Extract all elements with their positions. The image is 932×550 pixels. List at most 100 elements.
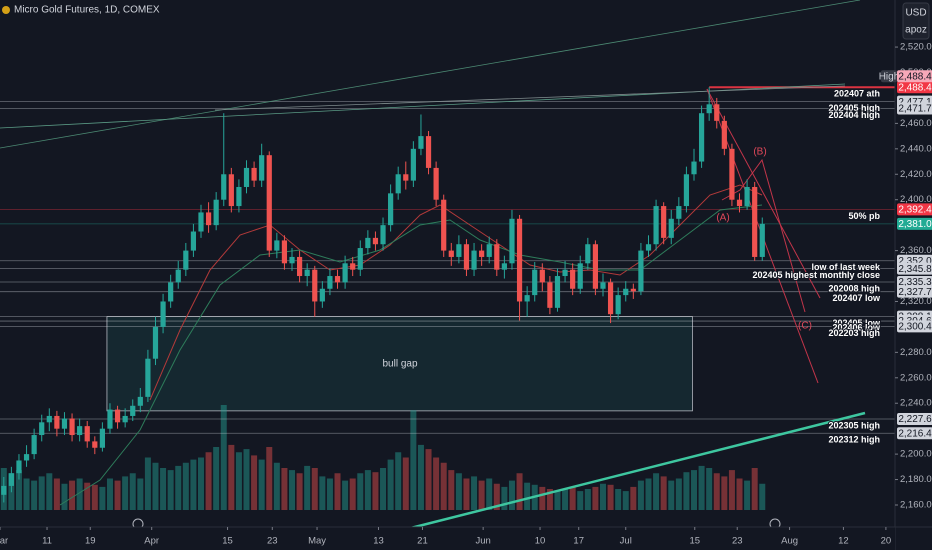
volume-bar: [706, 468, 713, 510]
candle-body: [145, 358, 151, 397]
price-tag: [897, 203, 932, 216]
volume-bar: [380, 468, 387, 510]
level-note: low of last week: [811, 262, 881, 272]
candle-body: [729, 148, 735, 200]
price-tag: [897, 285, 932, 298]
price-tag: [897, 217, 932, 230]
volume-bar: [728, 470, 735, 510]
volume-bar: [228, 444, 235, 510]
candle-body: [736, 199, 743, 207]
volume-bar: [592, 486, 599, 510]
level-note: 202405 highest monthly close: [752, 270, 880, 280]
volume-bar: [448, 470, 455, 510]
level-note: 202405 high: [828, 103, 880, 113]
price-tag-label: 2,216.4: [898, 428, 932, 439]
volume-bar: [167, 470, 174, 510]
price-tag: [897, 276, 932, 289]
candle-body: [190, 231, 197, 251]
volume-bar: [562, 489, 569, 510]
candle-body: [395, 174, 401, 194]
volume-bar: [660, 476, 667, 510]
volume-bar: [91, 484, 98, 510]
volume-bar: [326, 478, 333, 510]
volume-bar: [53, 478, 60, 510]
volume-bar: [160, 468, 167, 510]
level-note: 202406 low: [832, 322, 881, 332]
zone-label: bull gap: [382, 359, 417, 370]
candle-body: [130, 405, 136, 416]
time-axis: [0, 527, 895, 550]
level-note: 202405 low: [832, 318, 881, 328]
volume-bar: [342, 480, 349, 510]
candle-body: [122, 415, 128, 423]
candle-body: [319, 288, 325, 302]
candle-body: [691, 161, 697, 175]
volume-bar: [524, 482, 531, 510]
candle-body: [107, 409, 113, 429]
candle-body: [342, 263, 348, 283]
x-tick-label: 13: [373, 536, 384, 547]
volume-bar: [463, 478, 470, 510]
y-tick-label: 2,460.0: [900, 118, 932, 129]
level-note: 202008 high: [828, 283, 880, 293]
volume-bar: [69, 480, 76, 510]
candle-body: [456, 244, 462, 257]
volume-bar: [243, 449, 250, 510]
volume-bar: [205, 452, 212, 510]
trend-line: [214, 85, 846, 111]
price-tag: [897, 427, 932, 440]
price-tag-label: 2,392.4: [898, 205, 932, 216]
volume-bar: [31, 480, 38, 510]
candle-body: [600, 282, 606, 289]
price-tag-label: 2,488.4: [898, 82, 932, 93]
candle-body: [99, 428, 105, 448]
volume-bar: [759, 483, 766, 510]
candle-body: [441, 199, 447, 251]
candle-body: [114, 409, 121, 423]
volume-bar: [289, 470, 296, 510]
plot: [0, 86, 895, 510]
volume-bar: [61, 483, 68, 510]
candle-body: [365, 237, 371, 249]
volume-bar: [615, 489, 622, 510]
volume-bar: [235, 452, 242, 510]
candle-body: [615, 295, 621, 315]
volume-bar: [220, 405, 227, 510]
volume-bar: [653, 473, 660, 510]
candle-body: [570, 269, 576, 289]
candle-body: [152, 326, 159, 359]
candle-body: [607, 282, 614, 315]
symbol-icon: [2, 6, 10, 14]
volume-bar: [622, 491, 629, 510]
volume-bar: [15, 470, 22, 510]
volume-bar: [577, 491, 584, 510]
candle-body: [350, 263, 356, 270]
x-tick-label: 19: [85, 536, 96, 547]
price-tag-label: 2,477.1: [898, 97, 932, 108]
volume-bar: [440, 462, 447, 510]
volume-bar: [213, 447, 220, 510]
volume-bar: [721, 476, 728, 510]
volume-bar: [182, 462, 189, 510]
y-tick-label: 2,440.0: [900, 143, 932, 154]
candle-body: [16, 460, 22, 474]
volume-bar: [152, 462, 159, 510]
x-tick-label: 23: [267, 536, 278, 547]
y-tick-label: 2,160.0: [900, 500, 932, 511]
volume-bar: [190, 459, 197, 510]
volume-bar: [713, 473, 720, 510]
volume-bar: [197, 457, 204, 510]
currency-sub: apoz: [905, 25, 927, 36]
volume-bar: [433, 457, 440, 510]
candle-body: [623, 288, 629, 296]
currency-box[interactable]: [902, 2, 930, 40]
candle-body: [1, 485, 7, 495]
candle-body: [471, 250, 477, 270]
volume-bar: [744, 480, 751, 510]
price-tag: [897, 413, 932, 426]
x-tick-label: 21: [417, 536, 428, 547]
y-tick-label: 2,320.0: [900, 296, 932, 307]
candle-body: [638, 250, 644, 292]
gap-zone: [106, 316, 693, 412]
candle-body: [334, 276, 341, 283]
